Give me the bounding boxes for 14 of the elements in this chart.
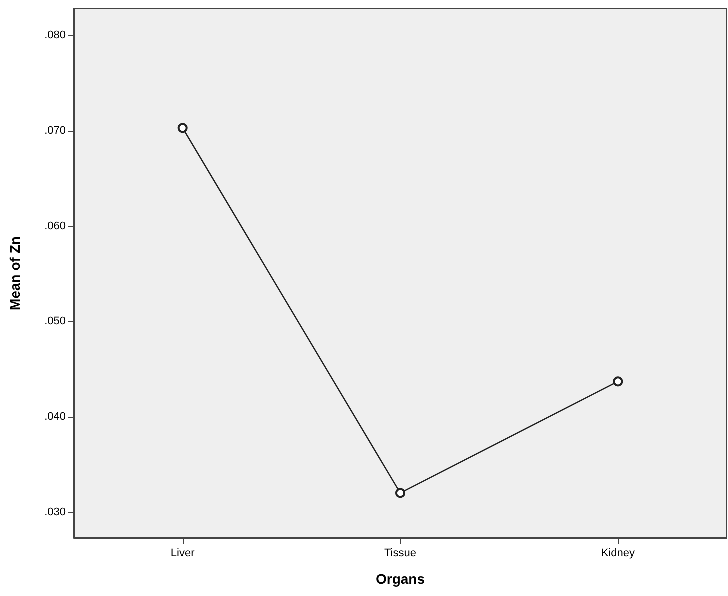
y-tick-label: .080 (44, 30, 66, 42)
point (178, 123, 188, 134)
y-tick-label: .060 (44, 220, 66, 232)
y-tick-label: .070 (44, 125, 66, 138)
x-tick-label: Tissue (384, 548, 416, 560)
point (613, 376, 624, 387)
y-axis-title: Mean of Zn (7, 236, 23, 310)
x-tick-label: Kidney (601, 548, 636, 560)
x-axis-title: Organs (376, 571, 426, 587)
y-tick-label: .030 (44, 506, 66, 518)
y-tick-label: .050 (44, 316, 66, 328)
x-tick-label: Liver (170, 548, 196, 560)
point (396, 488, 406, 498)
y-tick-label: .040 (44, 410, 66, 423)
